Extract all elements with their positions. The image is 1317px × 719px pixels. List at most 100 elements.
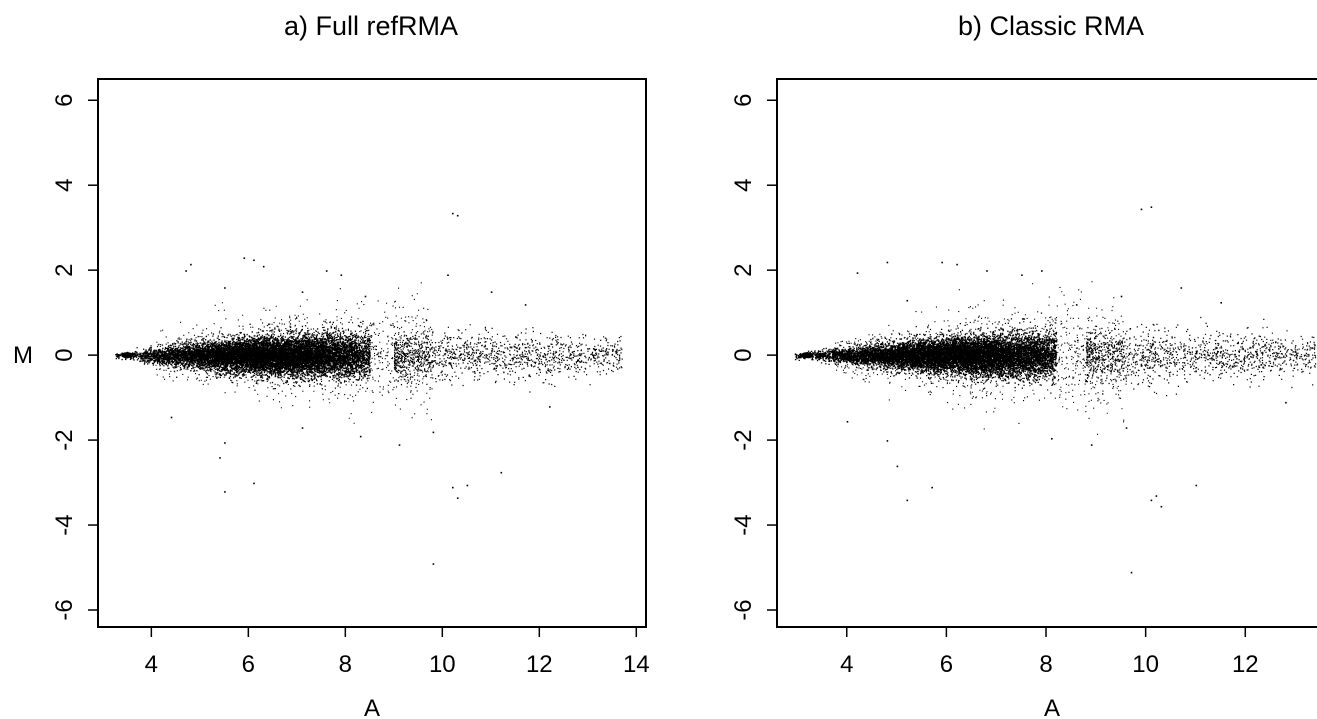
panel-a-outlier-point — [432, 563, 435, 565]
panel-a-outlier-point — [325, 270, 328, 272]
panel-a-outlier-point — [364, 295, 367, 298]
panel-b-x-tick-label: 6 — [940, 651, 953, 678]
panel-b-outlier-point — [1041, 270, 1043, 272]
panel-b-outlier-point — [906, 499, 909, 502]
panel-a-outlier-point — [253, 482, 255, 485]
panel-b-outlier-point — [1180, 287, 1183, 289]
panel-b-outlier-point — [1285, 401, 1287, 404]
panel-b-outlier-point — [856, 272, 859, 274]
panel-a-outlier-point — [170, 416, 173, 419]
panel-a-x-tick-label: 12 — [526, 651, 553, 678]
panel-b-outlier-point — [1155, 495, 1158, 497]
panel-a-outlier-point — [432, 431, 435, 434]
panel-b-x-tick-label: 4 — [840, 651, 853, 678]
panel-b-outlier-point — [1075, 304, 1078, 306]
panel-a-y-tick-label: 0 — [51, 348, 78, 361]
panel-a-outlier-point — [253, 259, 255, 262]
panel-b-x-tick-label: 8 — [1039, 651, 1052, 678]
panel-a-cloud-tip — [121, 352, 134, 359]
panel-a-y-axis: -6 -4 -2 0 2 4 6 — [51, 94, 98, 621]
panel-a-outlier-point — [224, 442, 226, 444]
panel-b-outlier-point — [1150, 206, 1153, 208]
panel-a-outlier-point — [301, 291, 304, 293]
panel-b-outlier-point — [1120, 295, 1123, 298]
panel-a-x-tick-label: 10 — [429, 651, 456, 678]
panel-a-outlier-point — [447, 274, 449, 276]
panel-b-y-tick-label: -2 — [730, 429, 757, 450]
panel-a-outlier-point — [301, 427, 304, 429]
panel-b-outlier-point — [1140, 208, 1143, 211]
panel-b-outlier-point — [886, 440, 889, 442]
panel-a-x-axis: 4 6 8 10 12 14 — [145, 626, 650, 678]
panel-a-title: a) Full refRMA — [284, 11, 458, 41]
panel-b-outlier-point — [941, 261, 943, 264]
panel-a: a) Full refRMA 4 6 8 10 12 14 -6 -4 -2 0 2 4 6 A M — [13, 11, 650, 719]
panel-a-outlier-point — [452, 212, 454, 215]
panel-b-outlier-point — [1051, 438, 1053, 440]
panel-a-y-tick-label: 4 — [51, 179, 78, 192]
panel-a-outlier-point — [185, 270, 187, 272]
panel-a-outlier-point — [452, 486, 454, 489]
panel-a-x-tick-label: 8 — [339, 651, 352, 678]
panel-b-x-tick-label: 12 — [1232, 651, 1259, 678]
panel-a-outlier-point — [466, 484, 469, 487]
panel-b-x-label: A — [1044, 695, 1060, 719]
panel-a-outlier-point — [219, 457, 221, 459]
panel-a-outlier-point — [549, 406, 551, 408]
panel-b-y-tick-label: 6 — [730, 94, 757, 107]
panel-a-outlier-point — [359, 435, 362, 438]
panel-b-outlier-point — [906, 299, 909, 302]
panel-a-outlier-point — [262, 265, 265, 268]
panel-a-outlier-point — [456, 497, 459, 499]
panel-b-outlier-point — [1130, 571, 1133, 574]
panel-b-outlier-point — [1090, 444, 1093, 446]
panel-b-y-tick-label: -6 — [730, 599, 757, 620]
panel-b-title: b) Classic RMA — [958, 11, 1144, 41]
panel-a-y-tick-label: -6 — [51, 599, 78, 620]
panel-b-cloud-tip — [800, 352, 813, 359]
panel-b-outlier-point — [956, 263, 958, 266]
panel-b-outlier-point — [931, 486, 933, 489]
panel-b-y-axis: -6 -4 -2 0 2 4 6 — [730, 94, 777, 621]
panel-a-outlier-point — [224, 287, 226, 289]
panel-b-outlier-point — [1021, 274, 1023, 276]
panel-a-outlier-point — [500, 471, 503, 474]
panel-a-y-tick-label: 6 — [51, 94, 78, 107]
panel-a-y-tick-label: -4 — [51, 514, 78, 535]
panel-a-outlier-point — [456, 214, 459, 217]
panel-a-y-label: M — [13, 342, 33, 369]
panel-b-x-tick-label: 10 — [1132, 651, 1159, 678]
panel-b-outlier-point — [896, 465, 899, 468]
panel-a-outlier-point — [340, 274, 343, 276]
panel-b-y-tick-label: 4 — [730, 179, 757, 192]
panel-b-outlier-point — [886, 261, 889, 264]
panel-a-points — [115, 212, 623, 565]
panel-b-outlier-point — [1150, 499, 1153, 502]
panel-a-x-tick-label: 6 — [242, 651, 255, 678]
panel-b-outlier-point — [846, 421, 849, 423]
panel-b-y-tick-label: 2 — [730, 263, 757, 276]
panel-a-outlier-point — [224, 491, 226, 493]
panel-b-x-axis: 4 6 8 10 12 — [840, 626, 1259, 678]
panel-a-point-cloud — [115, 282, 623, 424]
panel-b-outlier-point — [986, 270, 988, 272]
panel-b: b) Classic RMA 4 6 8 10 12 -6 -4 -2 0 2 4 6 A — [730, 11, 1317, 719]
panel-a-outlier-point — [190, 263, 192, 266]
panel-b-outlier-point — [1220, 302, 1222, 304]
panel-b-y-tick-label: -4 — [730, 514, 757, 535]
panel-b-outlier-point — [1125, 427, 1128, 429]
panel-b-outlier-point — [1195, 484, 1198, 487]
panel-a-x-tick-label: 4 — [145, 651, 158, 678]
panel-a-y-tick-label: -2 — [51, 429, 78, 450]
panel-a-y-tick-label: 2 — [51, 263, 78, 276]
panel-a-x-label: A — [364, 695, 380, 719]
panel-a-x-tick-label: 14 — [623, 651, 650, 678]
panel-a-outlier-point — [524, 304, 527, 306]
panel-b-y-tick-label: 0 — [730, 348, 757, 361]
panel-b-outlier-point — [1160, 505, 1163, 508]
panel-b-points — [794, 206, 1317, 574]
panel-a-outlier-point — [490, 291, 493, 293]
panel-b-point-cloud — [794, 281, 1317, 435]
panel-a-outlier-point — [398, 444, 401, 446]
